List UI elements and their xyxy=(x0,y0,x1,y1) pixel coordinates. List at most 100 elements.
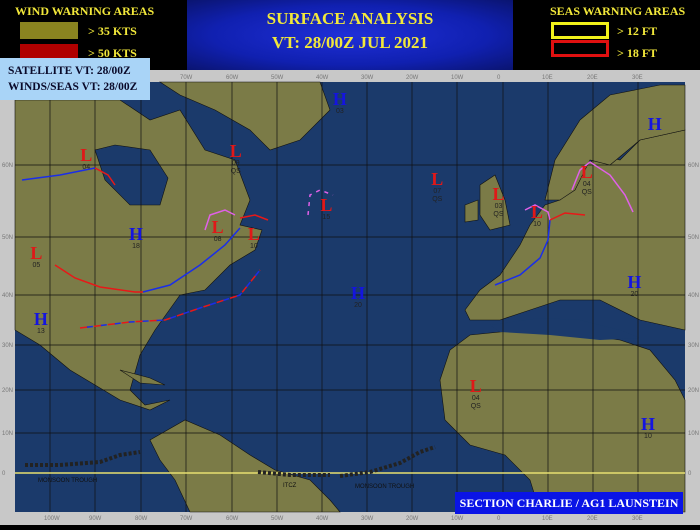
title-line1: SURFACE ANALYSIS xyxy=(266,9,434,28)
quasi-stationary-note: QS xyxy=(470,402,481,410)
low-symbol: L xyxy=(320,195,333,215)
itcz-label: ITCZ xyxy=(283,483,297,489)
lon-label-bottom: 40W xyxy=(316,516,329,522)
low-pressure-center: L 05 xyxy=(30,244,42,270)
pressure-value: 18 xyxy=(132,242,140,250)
low-symbol: L xyxy=(247,223,260,244)
quasi-stationary-note: QS xyxy=(493,210,504,218)
lon-label-top: 30E xyxy=(632,75,643,81)
lon-label-bottom: 50W xyxy=(271,516,284,522)
lat-label: 0 xyxy=(2,471,6,477)
title-line2: VT: 28/00Z JUL 2021 xyxy=(271,33,428,52)
stationary-front-us xyxy=(79,269,261,329)
high-pressure-center: H 20 xyxy=(627,273,641,299)
high-symbol: H xyxy=(647,114,662,134)
high-pressure-center: H 20 xyxy=(351,284,365,310)
high-symbol: H xyxy=(640,414,655,435)
pressure-value: 15 xyxy=(322,214,331,221)
low-pressure-center: L 10 xyxy=(531,203,543,229)
lat-label: 40N xyxy=(2,293,13,299)
lat-label: 60N xyxy=(688,163,699,169)
pressure-value: 09 xyxy=(231,160,240,167)
low-pressure-center: L 04 QS xyxy=(470,377,482,411)
lon-label-bottom: 90W xyxy=(89,516,102,522)
lat-label: 20N xyxy=(2,388,13,394)
monsoon-trough-east xyxy=(339,445,436,478)
mediterranean-sea xyxy=(490,318,640,340)
seas-warning-legend: SEAS WARNING AREAS > 12 FT > 18 FT xyxy=(515,0,700,70)
monsoon-trough-west-label: MONSOON TROUGH xyxy=(38,478,97,484)
wind-50kts-swatch xyxy=(20,44,78,61)
warm-front-newfoundland xyxy=(239,214,269,221)
graticule xyxy=(15,82,685,512)
wind-50kts-label: > 50 KTS xyxy=(88,46,137,60)
valid-time-box: SATELLITE VT: 28/00Z WINDS/SEAS VT: 28/0… xyxy=(0,58,150,100)
low-pressure-center: L 15 xyxy=(320,196,332,222)
lat-label: 30N xyxy=(2,343,13,349)
occluded-front-north-sea xyxy=(524,204,551,221)
warm-front-great-lakes xyxy=(54,264,143,293)
low-pressure-center: L 10 xyxy=(248,225,260,251)
occluded-front-baltic xyxy=(571,161,634,213)
pressure-value: 10 xyxy=(644,433,652,441)
occluded-front-atlantic xyxy=(307,189,334,216)
high-symbol: H xyxy=(627,271,642,292)
pressure-value: 13 xyxy=(37,328,45,335)
low-symbol: L xyxy=(30,242,43,263)
lon-label-top: 70W xyxy=(180,75,193,81)
itcz-line xyxy=(257,470,330,477)
winds-seas-valid-time: WINDS/SEAS VT: 28/00Z xyxy=(8,81,138,93)
lat-label: 30N xyxy=(688,343,699,349)
warm-front-hudson xyxy=(94,167,116,186)
pressure-value: 05 xyxy=(32,261,41,269)
cuba xyxy=(119,369,166,386)
lat-label: 60N xyxy=(2,163,13,169)
lat-label: 20N xyxy=(688,388,699,394)
high-symbol: H xyxy=(33,309,48,329)
quasi-stationary-note: QS xyxy=(230,168,241,175)
lon-label-bottom: 10E xyxy=(542,516,553,522)
lon-label-top: 10W xyxy=(451,75,464,81)
high-symbol: H xyxy=(332,89,347,109)
low-pressure-center: L 08 xyxy=(212,218,224,244)
low-symbol: L xyxy=(431,169,444,190)
low-symbol: L xyxy=(229,141,242,161)
pressure-value: 20 xyxy=(630,290,639,298)
map-canvas: 100W 90W 80W 70W 70W 60W 60W 50W 50W 40W 40W 30W 30W… xyxy=(2,75,699,522)
high-pressure-center: H 13 xyxy=(34,310,48,336)
high-symbol: H xyxy=(351,283,366,304)
high-pressure-center: H xyxy=(648,115,662,133)
warm-front-baltic xyxy=(549,212,586,221)
low-symbol: L xyxy=(492,183,505,204)
british-isles-land xyxy=(464,174,511,231)
lon-label-top: 60W xyxy=(226,75,239,81)
wind-35kts-swatch xyxy=(20,22,78,39)
pressure-value: 04 xyxy=(582,181,591,189)
low-symbol: L xyxy=(580,162,593,183)
low-symbol: L xyxy=(211,216,224,237)
pressure-value: 03 xyxy=(336,108,344,115)
cold-front-hudson xyxy=(21,167,96,181)
lon-label-bottom: 20W xyxy=(406,516,419,522)
occluded-front-labrador xyxy=(204,209,236,231)
high-pressure-center: H 10 xyxy=(641,415,655,441)
seas-legend-title: SEAS WARNING AREAS xyxy=(550,4,686,18)
lon-label-top: 20E xyxy=(587,75,598,81)
low-pressure-center: L 07 QS xyxy=(431,170,443,204)
lon-label-bottom: 100W xyxy=(44,516,60,522)
pressure-value: 08 xyxy=(213,235,222,243)
lon-label-bottom: 10W xyxy=(451,516,464,522)
high-pressure-center: H 03 xyxy=(333,90,347,116)
pressure-value: 20 xyxy=(354,302,362,310)
lon-label-bottom: 30W xyxy=(361,516,374,522)
seas-12ft-swatch xyxy=(551,22,609,39)
cold-front-great-lakes xyxy=(142,227,241,293)
low-symbol: L xyxy=(530,202,543,223)
page-title: SURFACE ANALYSIS VT: 28/00Z JUL 2021 xyxy=(187,0,513,70)
hudson-bay xyxy=(94,144,169,206)
pressure-value: 04 xyxy=(82,164,91,171)
lon-label-bottom: 30E xyxy=(632,516,643,522)
lon-label-bottom: 70W xyxy=(180,516,193,522)
cold-front-europe xyxy=(494,219,551,286)
high-pressure-center: H 18 xyxy=(129,225,143,251)
